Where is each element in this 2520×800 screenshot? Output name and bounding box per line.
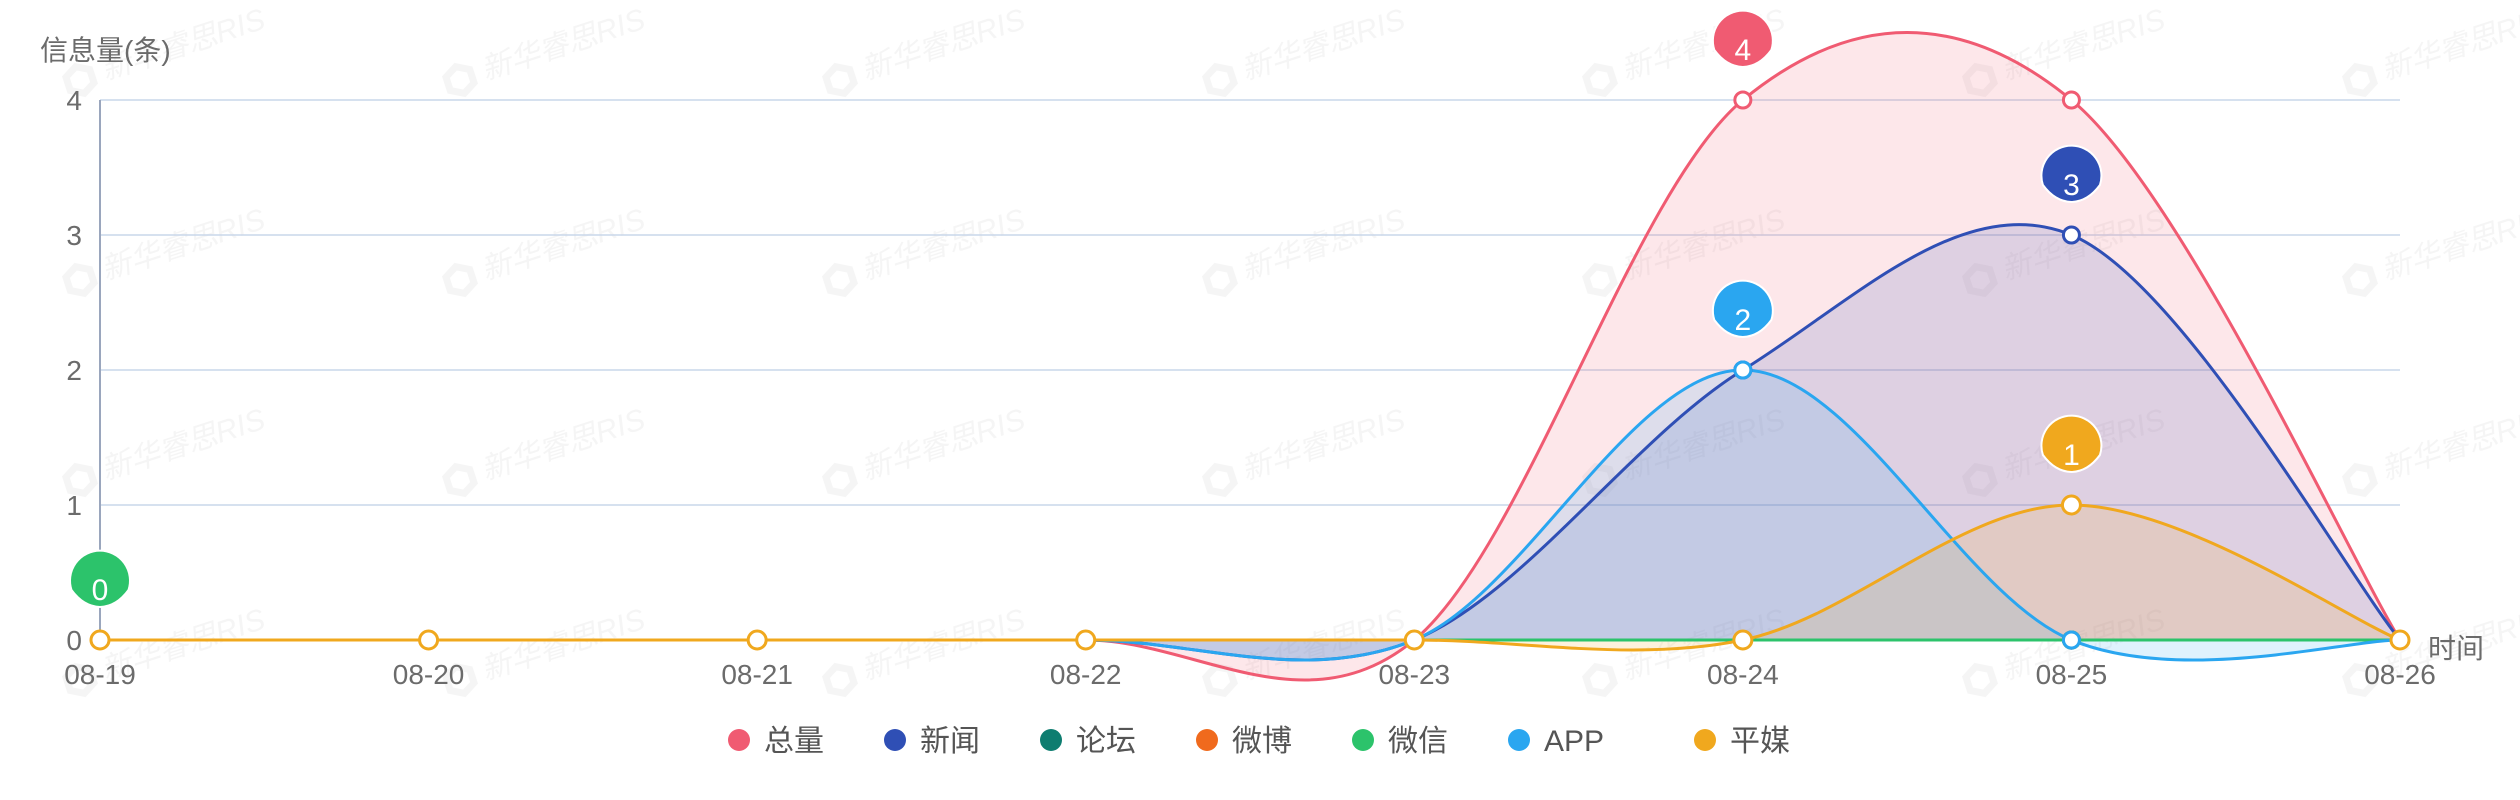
pin-weixin-label: 0	[92, 574, 109, 607]
legend-label-print: 平媒	[1730, 725, 1790, 758]
legend-item-print[interactable]: 平媒	[1694, 725, 1790, 758]
marker-print[interactable]	[1077, 631, 1095, 649]
watermark-text: 新华睿思RIS	[477, 603, 649, 687]
watermark-logo-icon	[1199, 458, 1241, 502]
x-tick-label: 08-22	[1050, 659, 1122, 690]
legend: 总量 新闻 论坛 微博 微信 APP 平媒	[728, 725, 1790, 758]
y-tick-label: 4	[66, 85, 82, 116]
legend-marker-weixin-icon	[1352, 729, 1374, 751]
watermark-logo-icon	[1579, 658, 1621, 702]
marker-news[interactable]	[2063, 227, 2079, 243]
marker-print[interactable]	[1734, 631, 1752, 649]
watermark-text: 新华睿思RIS	[477, 403, 649, 487]
legend-label-weixin: 微信	[1388, 725, 1448, 758]
watermark-logo-icon	[819, 458, 861, 502]
y-tick-label: 3	[66, 220, 82, 251]
x-tick-label: 08-23	[1378, 659, 1450, 690]
legend-marker-print-icon	[1694, 729, 1716, 751]
watermark-text: 新华睿思RIS	[97, 403, 269, 487]
pin-app-label: 2	[1735, 304, 1752, 337]
area-print	[100, 505, 2400, 650]
marker-app[interactable]	[2063, 632, 2079, 648]
x-tick-label: 08-20	[393, 659, 465, 690]
watermark-logo-icon	[439, 258, 481, 302]
watermark-logo-icon	[439, 58, 481, 102]
legend-marker-weibo-icon	[1196, 729, 1218, 751]
legend-item-weibo[interactable]: 微博	[1196, 725, 1292, 758]
legend-item-app[interactable]: APP	[1508, 725, 1604, 758]
watermark-text: 新华睿思RIS	[857, 203, 1029, 287]
watermark-logo-icon	[1959, 658, 2001, 702]
legend-label-weibo: 微博	[1232, 725, 1292, 758]
legend-label-total: 总量	[764, 725, 824, 758]
legend-marker-forum-icon	[1040, 729, 1062, 751]
watermark-text: 新华睿思RIS	[1237, 203, 1409, 287]
marker-print[interactable]	[91, 631, 109, 649]
watermark-logo-icon	[1199, 58, 1241, 102]
legend-item-forum[interactable]: 论坛	[1040, 725, 1136, 758]
watermark-text: 新华睿思RIS	[2377, 3, 2520, 87]
marker-print[interactable]	[1405, 631, 1423, 649]
watermark-text: 新华睿思RIS	[2377, 203, 2520, 287]
chart-svg: 新华睿思RIS 新华睿思RIS 新华睿思RIS 新华睿思RIS 新华睿思RIS 新华睿思R…	[0, 0, 2520, 800]
legend-item-total[interactable]: 总量	[728, 725, 824, 758]
watermark-logo-icon	[819, 658, 861, 702]
marker-total[interactable]	[1735, 92, 1751, 108]
x-tick-label: 08-21	[721, 659, 793, 690]
marker-total[interactable]	[2063, 92, 2079, 108]
legend-label-news: 新闻	[920, 725, 980, 758]
watermark-text: 新华睿思RIS	[477, 3, 649, 87]
watermark-text: 新华睿思RIS	[97, 203, 269, 287]
watermark-logo-icon	[439, 458, 481, 502]
x-tick-label: 08-24	[1707, 659, 1779, 690]
legend-label-app: APP	[1544, 725, 1604, 758]
x-tick-label: 08-25	[2036, 659, 2108, 690]
watermark-logo-icon	[59, 258, 101, 302]
y-axis-title: 信息量(条)	[40, 35, 171, 66]
marker-print[interactable]	[2062, 496, 2080, 514]
legend-marker-news-icon	[884, 729, 906, 751]
watermark-text: 新华睿思RIS	[857, 3, 1029, 87]
line-chart: 新华睿思RIS 新华睿思RIS 新华睿思RIS 新华睿思RIS 新华睿思RIS 新华睿思R…	[0, 0, 2520, 800]
pin-total-label: 4	[1735, 34, 1752, 67]
x-tick-label: 08-19	[64, 659, 136, 690]
legend-marker-total-icon	[728, 729, 750, 751]
legend-label-forum: 论坛	[1076, 725, 1136, 758]
watermark-text: 新华睿思RIS	[477, 203, 649, 287]
y-tick-label: 0	[66, 625, 82, 656]
pin-print-label: 1	[2063, 439, 2080, 472]
watermark-text: 新华睿思RIS	[1237, 403, 1409, 487]
watermark-logo-icon	[2339, 258, 2381, 302]
pin-news-label: 3	[2063, 169, 2080, 202]
watermark-logo-icon	[819, 58, 861, 102]
watermark-text: 新华睿思RIS	[857, 603, 1029, 687]
watermark-text: 新华睿思RIS	[2377, 403, 2520, 487]
y-tick-label: 1	[66, 490, 82, 521]
legend-marker-app-icon	[1508, 729, 1530, 751]
x-tick-label: 08-26	[2364, 659, 2436, 690]
marker-print[interactable]	[420, 631, 438, 649]
marker-print[interactable]	[2391, 631, 2409, 649]
watermark-logo-icon	[2339, 458, 2381, 502]
watermark-logo-icon	[1199, 258, 1241, 302]
legend-item-news[interactable]: 新闻	[884, 725, 980, 758]
legend-item-weixin[interactable]: 微信	[1352, 725, 1448, 758]
y-tick-label: 2	[66, 355, 82, 386]
watermark-text: 新华睿思RIS	[1237, 3, 1409, 87]
watermark-text: 新华睿思RIS	[857, 403, 1029, 487]
watermark-logo-icon	[2339, 58, 2381, 102]
watermark-logo-icon	[1579, 58, 1621, 102]
x-axis-title: 时间	[2428, 633, 2484, 664]
watermark-logo-icon	[819, 258, 861, 302]
marker-app[interactable]	[1735, 362, 1751, 378]
marker-print[interactable]	[748, 631, 766, 649]
